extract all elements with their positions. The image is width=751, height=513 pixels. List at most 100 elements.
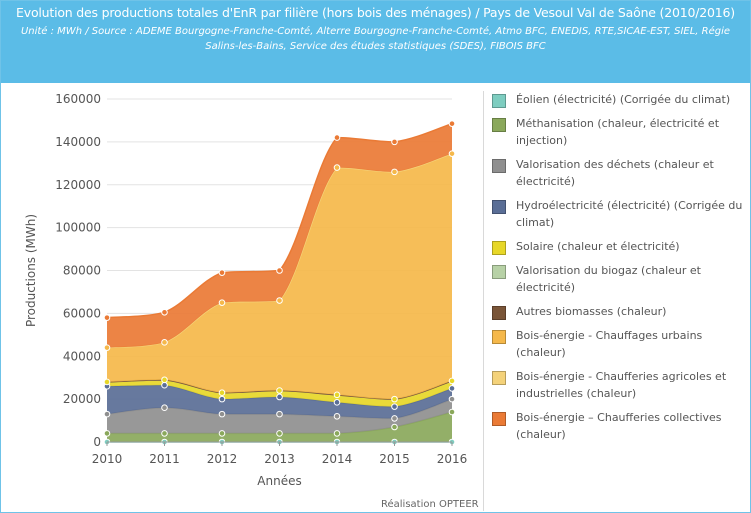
data-point[interactable] [391,168,398,176]
data-point[interactable] [333,164,341,171]
data-point[interactable] [276,297,283,304]
data-point[interactable] [161,339,168,346]
legend-label: Bois-énergie – Chaufferies collectives (… [516,411,722,441]
data-point[interactable] [161,404,168,412]
y-tick-label: 20000 [63,392,101,406]
data-point[interactable] [448,408,456,416]
legend-swatch [492,159,506,173]
data-point[interactable] [103,314,111,321]
data-point[interactable] [391,138,398,146]
series-area [107,153,452,400]
series-area [107,123,452,348]
legend-label: Hydroélectricité (électricité) (Corrigée… [516,199,743,229]
data-point[interactable] [391,423,398,431]
data-point[interactable] [448,150,456,157]
data-point[interactable] [161,381,168,389]
legend-item[interactable]: Bois-énergie - Chauffages urbains (chale… [484,327,749,361]
legend-label: Autres biomasses (chaleur) [516,305,667,318]
data-point[interactable] [276,267,283,274]
x-tick-label: 2015 [379,452,410,466]
data-point[interactable] [391,395,398,403]
data-point[interactable] [391,415,398,422]
y-tick-label: 80000 [63,264,101,278]
data-point[interactable] [276,393,283,401]
x-tick-label: 2013 [264,452,295,466]
data-point[interactable] [218,410,226,418]
data-point[interactable] [276,410,283,418]
data-point[interactable] [276,387,283,394]
legend-swatch [492,306,506,320]
series-area [107,385,452,419]
legend: Éolien (électricité) (Corrigée du climat… [483,91,749,511]
data-point[interactable] [448,120,456,127]
legend-swatch [492,371,506,385]
legend-swatch [492,412,506,426]
legend-swatch [492,118,506,132]
series-area [107,411,452,442]
data-point[interactable] [161,430,168,437]
chart-header: Evolution des productions totales d'EnR … [1,1,750,83]
y-tick-label: 100000 [55,221,101,235]
legend-item[interactable]: Bois-énergie – Chaufferies collectives (… [484,409,749,443]
legend-label: Méthanisation (chaleur, électricité et i… [516,117,720,147]
y-tick-label: 40000 [63,349,101,363]
data-point[interactable] [103,430,111,437]
legend-label: Éolien (électricité) (Corrigée du climat… [516,93,731,106]
data-point[interactable] [103,344,111,351]
data-point[interactable] [218,299,226,306]
data-point[interactable] [103,378,111,386]
legend-item[interactable]: Autres biomasses (chaleur) [484,303,749,320]
data-point[interactable] [161,309,168,316]
legend-swatch [492,200,506,214]
data-point[interactable] [218,395,226,403]
data-point[interactable] [448,377,456,385]
data-point[interactable] [333,430,341,437]
legend-swatch [492,265,506,279]
x-tick-label: 2016 [437,452,468,466]
legend-item[interactable]: Éolien (électricité) (Corrigée du climat… [484,91,749,108]
data-point[interactable] [161,376,168,384]
legend-item[interactable]: Hydroélectricité (électricité) (Corrigée… [484,197,749,231]
credit-text: Réalisation OPTEER [381,499,479,510]
data-point[interactable] [276,430,283,437]
legend-swatch [492,94,506,108]
legend-label: Valorisation des déchets (chaleur et éle… [516,158,714,188]
chart-title: Evolution des productions totales d'EnR … [16,5,735,20]
data-point[interactable] [333,399,341,406]
area-chart: 0 20000 40000 60000 80000 100000 120000 140000 1… [24,92,468,488]
legend-swatch [492,330,506,344]
data-point[interactable] [218,430,226,437]
legend-label: Solaire (chaleur et électricité) [516,240,680,253]
data-point[interactable] [333,391,341,399]
y-tick-label: 60000 [63,306,101,320]
chart-subtitle: Unité : MWh / Source : ADEME Bourgogne-F… [20,26,731,52]
x-tick-label: 2010 [92,452,123,466]
data-point[interactable] [333,412,341,420]
legend-item[interactable]: Valorisation du biogaz (chaleur et élect… [484,262,749,296]
legend-label: Bois-énergie - Chaufferies agricoles et … [516,370,727,400]
data-point[interactable] [218,389,226,396]
y-tick-label: 0 [93,435,101,449]
x-tick-label: 2014 [322,452,353,466]
legend-item[interactable]: Bois-énergie - Chaufferies agricoles et … [484,368,749,402]
data-point[interactable] [103,410,111,418]
legend-swatch [492,241,506,255]
data-point[interactable] [448,395,456,403]
legend-item[interactable]: Valorisation des déchets (chaleur et éle… [484,156,749,190]
data-point[interactable] [333,134,341,141]
y-tick-label: 160000 [55,92,101,106]
x-axis-title: Années [257,474,301,488]
legend-item[interactable]: Solaire (chaleur et électricité) [484,238,749,255]
x-tick-label: 2012 [207,452,238,466]
legend-label: Bois-énergie - Chauffages urbains (chale… [516,329,703,359]
y-tick-label: 120000 [55,178,101,192]
data-point[interactable] [448,385,456,392]
y-axis-title: Productions (MWh) [24,214,38,327]
y-tick-label: 140000 [55,135,101,149]
legend-item[interactable]: Méthanisation (chaleur, électricité et i… [484,115,749,149]
data-point[interactable] [218,269,226,276]
x-tick-label: 2011 [149,452,180,466]
data-point[interactable] [391,403,398,410]
legend-label: Valorisation du biogaz (chaleur et élect… [516,264,701,294]
